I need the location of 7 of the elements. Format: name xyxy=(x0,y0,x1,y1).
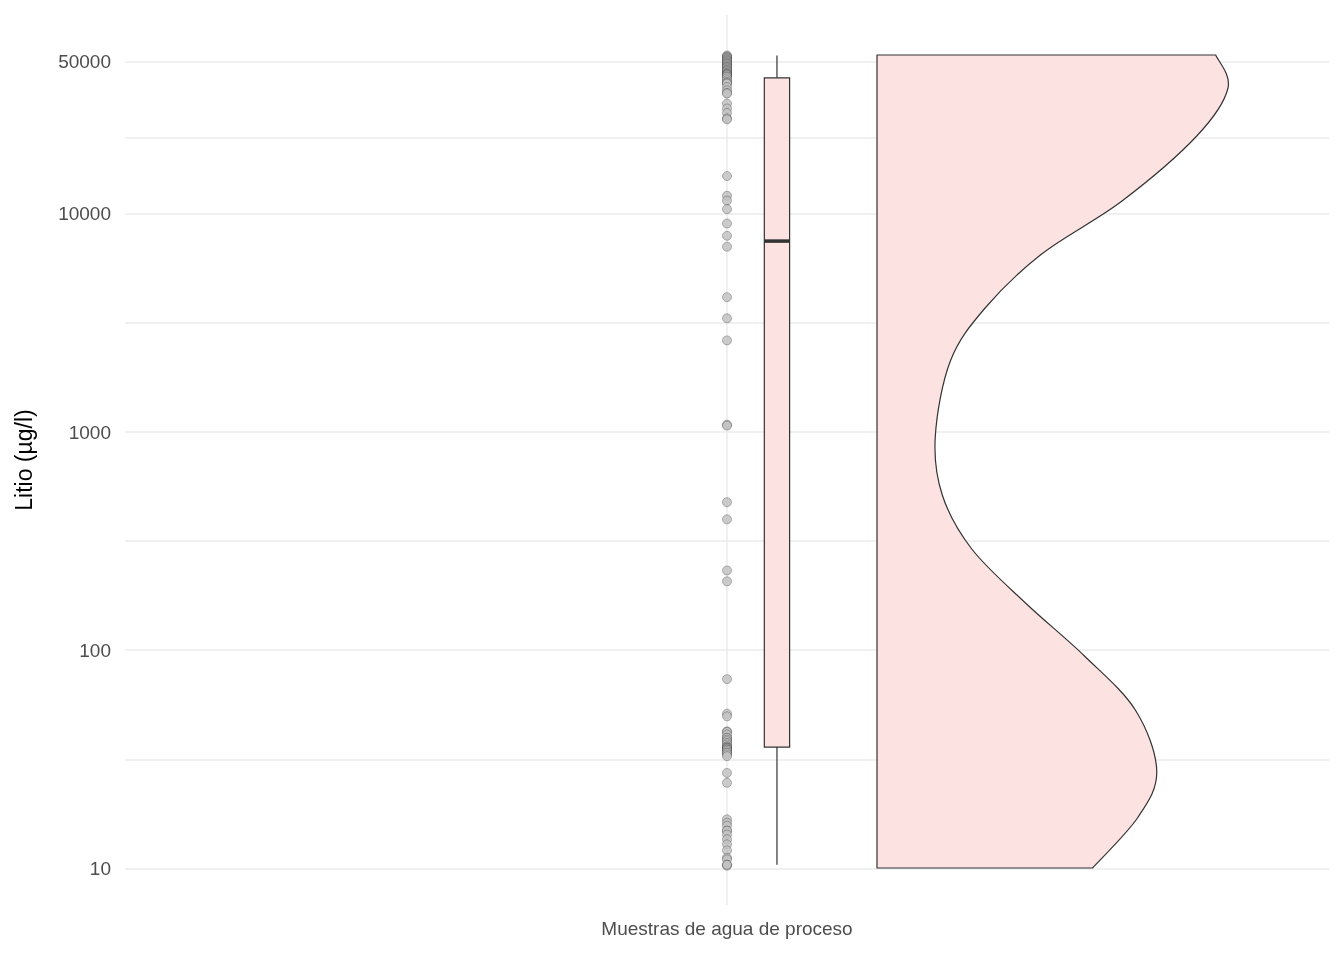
y-tick-label: 100 xyxy=(79,639,111,661)
y-tick-label: 10 xyxy=(89,857,111,879)
y-tick-label: 1000 xyxy=(68,421,111,443)
y-tick-label: 10000 xyxy=(58,203,111,225)
y-axis-title: Litio (µg/l) xyxy=(10,409,37,511)
x-tick-label: Muestras de agua de proceso xyxy=(601,918,853,939)
y-tick-label: 50000 xyxy=(58,50,111,72)
